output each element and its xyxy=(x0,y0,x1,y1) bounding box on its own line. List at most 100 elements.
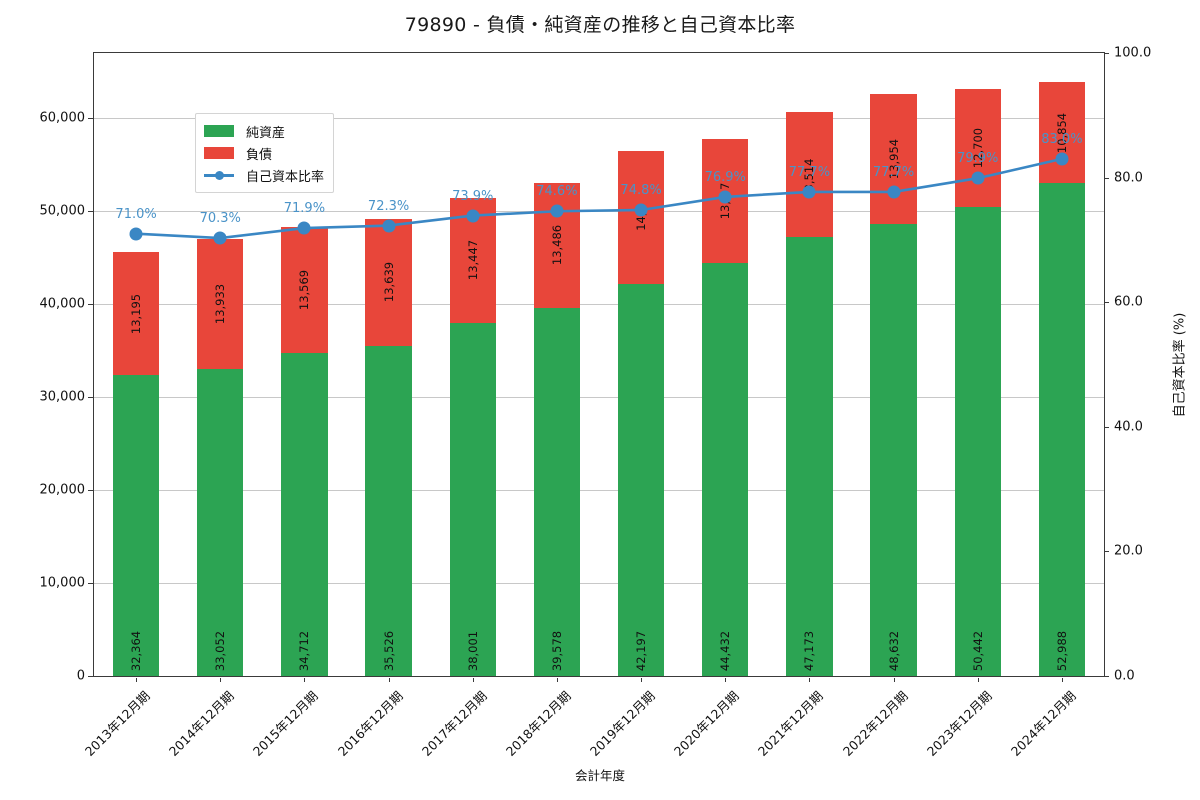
x-tick-label: 2022年12月期 xyxy=(839,688,911,759)
x-axis-title: 会計年度 xyxy=(574,768,625,783)
ratio-marker[interactable] xyxy=(297,221,311,235)
ratio-value-label: 77.7% xyxy=(788,164,831,180)
legend-swatch-liability-icon xyxy=(204,147,234,159)
bar-segment-liability[interactable]: 14,1 xyxy=(617,151,665,284)
legend-item-equity-ratio: 自己資本比率 xyxy=(204,164,324,186)
x-tick-mark xyxy=(388,678,390,682)
y-tick-label-right: 60.0 xyxy=(1114,294,1143,310)
bar-segment-equity[interactable]: 35,526 xyxy=(365,345,412,676)
bar-group[interactable]: 34,712 13,569 xyxy=(281,53,328,676)
x-tick-mark xyxy=(725,678,727,682)
legend-label-liability: 負債 xyxy=(246,147,273,163)
x-tick-label: 2023年12月期 xyxy=(923,688,995,759)
ratio-marker[interactable] xyxy=(213,231,227,245)
y-tick-label-left: 60,000 xyxy=(39,110,86,126)
y-tick-label-left: 10,000 xyxy=(39,575,86,591)
gridline xyxy=(94,118,1104,120)
x-tick-label: 2024年12月期 xyxy=(1007,688,1079,759)
bar-group[interactable]: 35,526 13,639 xyxy=(365,53,412,676)
gridline xyxy=(94,397,1104,399)
bar-group[interactable]: 50,442 12,700 xyxy=(954,53,1001,676)
ratio-line xyxy=(136,157,1063,240)
y-tick-mark-left xyxy=(88,583,93,584)
ratio-marker[interactable] xyxy=(129,227,143,241)
ratio-value-label: 70.3% xyxy=(199,211,241,227)
bar-group[interactable]: 47,173 3,514 xyxy=(786,53,833,676)
legend-item-liability: 負債 xyxy=(204,142,324,164)
ratio-marker[interactable] xyxy=(382,219,396,233)
bar-segment-equity[interactable]: 44,432 xyxy=(702,262,749,676)
ratio-value-label: 79.9% xyxy=(957,151,999,167)
y-tick-label-left: 0 xyxy=(76,668,85,684)
bar-segment-liability[interactable]: 12,700 xyxy=(954,88,1001,207)
legend-label-equity: 純資産 xyxy=(246,125,286,141)
bar-segment-equity[interactable]: 50,442 xyxy=(954,206,1001,676)
y-tick-label-right: 0.0 xyxy=(1114,668,1135,684)
ratio-value-label: 74.8% xyxy=(620,182,662,198)
bar-segment-liability[interactable]: 13,195 xyxy=(112,252,160,376)
x-tick-label: 2013年12月期 xyxy=(81,688,153,759)
bar-segment-liability[interactable]: 13,639 xyxy=(365,218,412,346)
bar-segment-equity[interactable]: 38,001 xyxy=(449,322,496,676)
bar-segment-liability[interactable]: 13,486 xyxy=(533,182,581,308)
chart-title: 79890 - 負債・純資産の推移と自己資本比率 xyxy=(404,14,796,36)
legend-swatch-ratio-line-icon xyxy=(204,169,234,181)
y-tick-mark-right xyxy=(1104,551,1109,553)
y-axis-label-right: 自己資本比率 (%) xyxy=(1172,312,1188,418)
y-tick-mark-left xyxy=(88,304,93,306)
plot-area: 32,364 13,195 33,052 13,933 34,712 13,569 35,5… xyxy=(93,52,1105,677)
y-tick-mark-right xyxy=(1104,676,1109,677)
bar-group[interactable]: 39,578 13,486 xyxy=(533,53,581,676)
y-tick-mark-right xyxy=(1104,426,1109,428)
bar-segment-equity[interactable]: 34,712 xyxy=(281,353,328,676)
bar-segment-equity[interactable]: 52,988 xyxy=(1038,183,1086,676)
bar-segment-equity[interactable]: 39,578 xyxy=(533,307,581,676)
bar-group[interactable]: 32,364 13,195 xyxy=(112,53,160,676)
y-tick-label-left: 50,000 xyxy=(39,203,86,219)
bar-segment-equity[interactable]: 32,364 xyxy=(112,375,160,676)
bar-group[interactable]: 42,197 14,1 xyxy=(617,53,665,676)
gridline xyxy=(94,490,1104,492)
ratio-marker[interactable] xyxy=(718,190,732,204)
ratio-marker[interactable] xyxy=(634,203,648,217)
y-tick-label-left: 20,000 xyxy=(39,482,86,498)
bar-group[interactable]: 33,052 13,933 xyxy=(197,53,244,676)
y-tick-label-right: 20.0 xyxy=(1114,543,1143,559)
bar-segment-equity[interactable]: 48,632 xyxy=(870,223,917,676)
bar-segment-equity[interactable]: 42,197 xyxy=(617,283,665,676)
y-tick-mark-left xyxy=(88,118,93,120)
bar-group[interactable]: 52,988 10,854 xyxy=(1038,53,1086,676)
x-tick-label: 2016年12月期 xyxy=(334,688,406,759)
bar-segment-liability[interactable]: 13,954 xyxy=(870,94,917,224)
bar-segment-equity[interactable]: 47,173 xyxy=(786,237,833,676)
ratio-marker[interactable] xyxy=(550,204,564,218)
ratio-value-label: 76.9% xyxy=(704,169,746,185)
x-tick-mark xyxy=(556,678,558,682)
y-tick-mark-left xyxy=(88,397,93,399)
y-tick-mark-right xyxy=(1104,302,1109,304)
bar-segment-liability[interactable]: 3,514 xyxy=(786,111,833,238)
x-tick-label: 2020年12月期 xyxy=(671,688,742,759)
bar-segment-liability[interactable]: 13,933 xyxy=(197,239,244,369)
x-tick-mark xyxy=(220,678,222,682)
bar-segment-liability[interactable]: 13,569 xyxy=(281,227,328,354)
x-tick-mark xyxy=(1061,678,1063,682)
ratio-marker[interactable] xyxy=(466,209,480,223)
ratio-marker[interactable] xyxy=(1055,152,1069,166)
ratio-value-label: 71.9% xyxy=(283,201,326,217)
x-tick-mark xyxy=(809,678,811,682)
bar-group[interactable]: 38,001 13,447 xyxy=(449,53,496,676)
x-tick-label: 2014年12月期 xyxy=(166,688,237,759)
bar-segment-liability[interactable]: 10,854 xyxy=(1038,82,1086,184)
ratio-marker[interactable] xyxy=(802,185,816,199)
ratio-marker[interactable] xyxy=(971,171,985,185)
y-tick-mark-left xyxy=(88,490,93,492)
x-tick-label: 2015年12月期 xyxy=(250,688,322,759)
ratio-marker[interactable] xyxy=(887,185,901,199)
legend-item-equity: 純資産 xyxy=(204,120,324,142)
bar-segment-equity[interactable]: 33,052 xyxy=(197,368,244,676)
bar-group[interactable]: 48,632 13,954 xyxy=(870,53,917,676)
legend-label-equity-ratio: 自己資本比率 xyxy=(246,169,325,185)
x-tick-mark xyxy=(977,678,979,682)
